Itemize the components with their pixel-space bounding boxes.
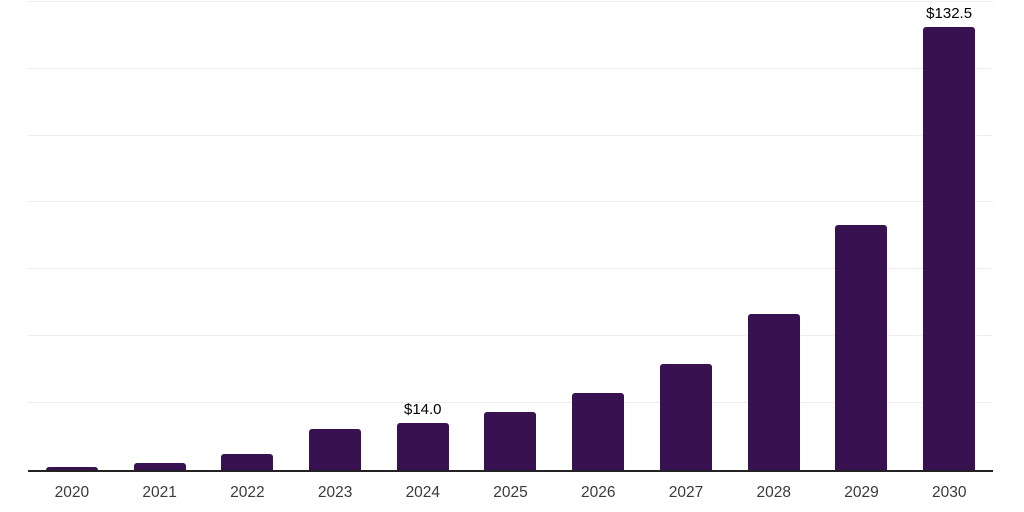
bar-group-2022 xyxy=(203,0,291,470)
bar-group-2026 xyxy=(554,0,642,470)
bar-group-2024: $14.0 xyxy=(379,0,467,470)
bar-group-2027 xyxy=(642,0,730,470)
bar-group-2029 xyxy=(818,0,906,470)
data-label-2030: $132.5 xyxy=(926,4,973,22)
gridline-80 xyxy=(28,201,993,203)
x-tick-label-2025: 2025 xyxy=(493,484,528,501)
gridline-40 xyxy=(28,335,993,337)
bar-2024 xyxy=(396,423,449,470)
gridline-100 xyxy=(28,134,993,136)
data-label-2024: $14.0 xyxy=(403,401,442,419)
bar-2022 xyxy=(221,453,274,470)
x-axis-tick-labels: 2020 2021 2022 2023 2024 2025 2026 2027 2028 2029… xyxy=(28,485,993,501)
gridline-60 xyxy=(28,268,993,270)
x-tick-label-2024: 2024 xyxy=(405,484,441,501)
x-tick-label-2028: 2028 xyxy=(756,484,791,501)
bar-2028 xyxy=(747,313,800,470)
gridline-120 xyxy=(28,67,993,69)
x-tick-label-2021: 2021 xyxy=(142,484,177,501)
bar-2029 xyxy=(835,225,888,470)
bar-group-2021 xyxy=(116,0,204,470)
bar-2023 xyxy=(309,428,362,470)
bar-group-2030: $132.5 xyxy=(905,0,993,470)
bar-2027 xyxy=(659,363,712,470)
x-tick-label-2030: 2030 xyxy=(931,484,967,501)
gridline-140 xyxy=(28,0,993,2)
bar-2026 xyxy=(572,392,625,470)
x-tick-label-2026: 2026 xyxy=(581,484,616,501)
bar-2020 xyxy=(45,466,98,470)
x-tick-label-2023: 2023 xyxy=(317,484,353,501)
bar-group-2025 xyxy=(467,0,555,470)
gridline-20 xyxy=(28,402,993,404)
plot-area: $14.0 $132.5 xyxy=(28,0,993,472)
bar-group-2023 xyxy=(291,0,379,470)
x-tick-label-2027: 2027 xyxy=(668,484,704,501)
x-tick-label-2020: 2020 xyxy=(54,484,90,501)
bars-row: $14.0 $132.5 xyxy=(28,0,993,470)
bar-group-2028 xyxy=(730,0,818,470)
bar-2030 xyxy=(923,26,976,470)
bar-2021 xyxy=(133,463,186,470)
bar-group-2020 xyxy=(28,0,116,470)
x-tick-label-2022: 2022 xyxy=(230,484,265,501)
x-tick-label-2029: 2029 xyxy=(844,484,879,501)
bar-2025 xyxy=(484,412,537,470)
